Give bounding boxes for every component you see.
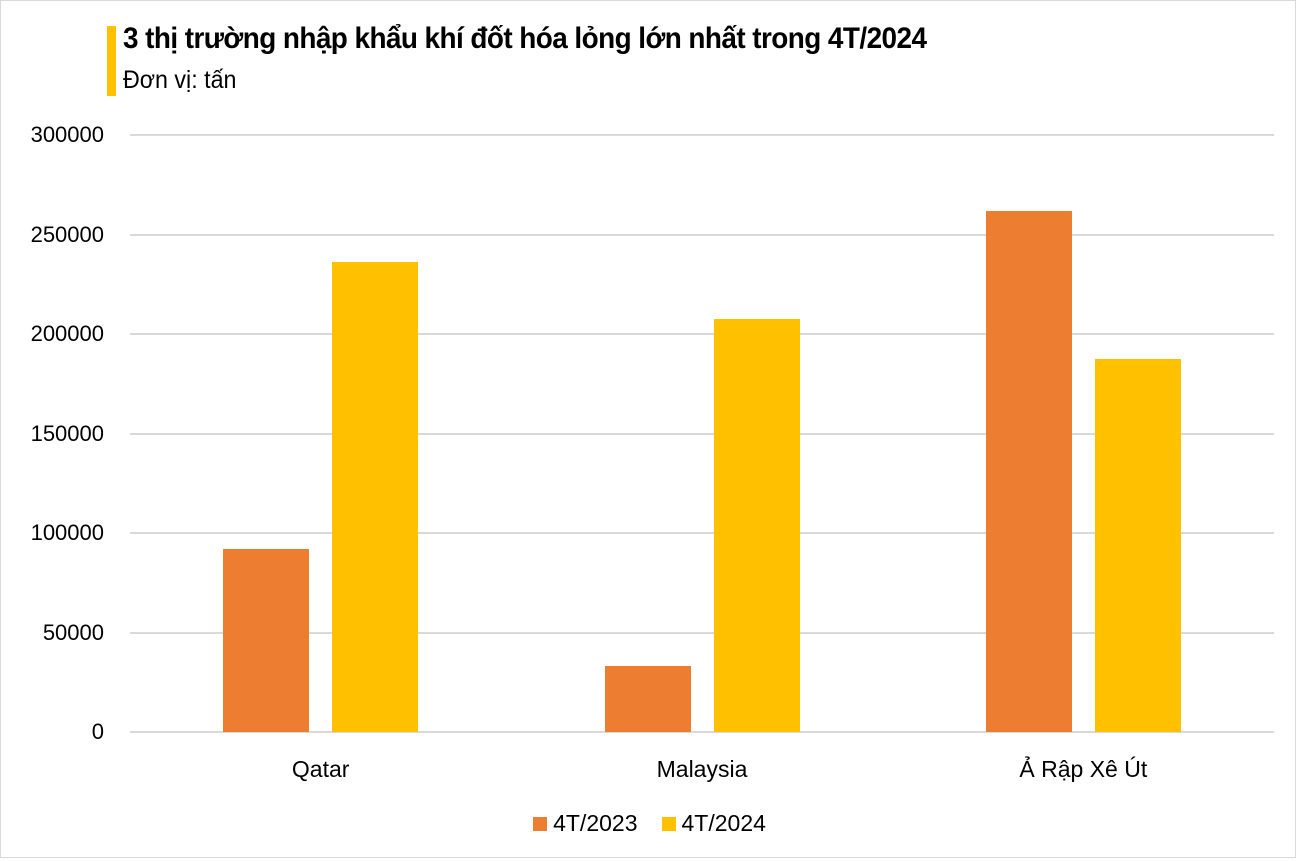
chart-title: 3 thị trường nhập khẩu khí đốt hóa lỏng … <box>123 22 927 55</box>
bar-4t-2023-1 <box>223 548 310 732</box>
legend-label-2023: 4T/2023 <box>553 810 638 836</box>
gridline <box>130 134 1274 136</box>
plot-area <box>130 134 1274 733</box>
bar-4t-2024-2 <box>713 319 800 732</box>
y-tick-label: 50000 <box>42 619 104 645</box>
x-category-label: Qatar <box>291 756 350 782</box>
gridline <box>130 631 1274 634</box>
x-category-label: Ả Rập Xê Út <box>1019 756 1148 782</box>
bar-4t-2024-3 <box>1094 358 1181 732</box>
y-tick-label: 0 <box>91 719 104 744</box>
gridline <box>130 233 1274 236</box>
gridline <box>130 532 1274 534</box>
bar-4t-2023-2 <box>604 666 691 732</box>
legend-swatch-2024 <box>661 816 676 831</box>
y-tick-label: 100000 <box>30 520 104 545</box>
legend-item-2023: 4T/2023 <box>533 810 638 837</box>
legend-label-2024: 4T/2024 <box>681 810 766 836</box>
bar-4t-2024-1 <box>332 262 419 732</box>
y-tick-label: 150000 <box>30 420 104 446</box>
legend: 4T/2023 4T/2024 <box>0 810 1299 837</box>
y-tick-label: 250000 <box>30 221 104 247</box>
bar-4t-2023-3 <box>985 210 1072 732</box>
gridline <box>130 432 1274 435</box>
x-category-label: Malaysia <box>656 756 748 782</box>
gridline <box>130 731 1274 733</box>
y-tick-label: 300000 <box>30 122 104 147</box>
y-tick-label: 200000 <box>30 321 104 346</box>
legend-item-2024: 4T/2024 <box>661 810 766 837</box>
gridline <box>130 333 1274 335</box>
legend-swatch-2023 <box>533 816 548 831</box>
title-accent-bar <box>107 26 116 96</box>
chart-subtitle: Đơn vị: tấn <box>123 66 237 94</box>
